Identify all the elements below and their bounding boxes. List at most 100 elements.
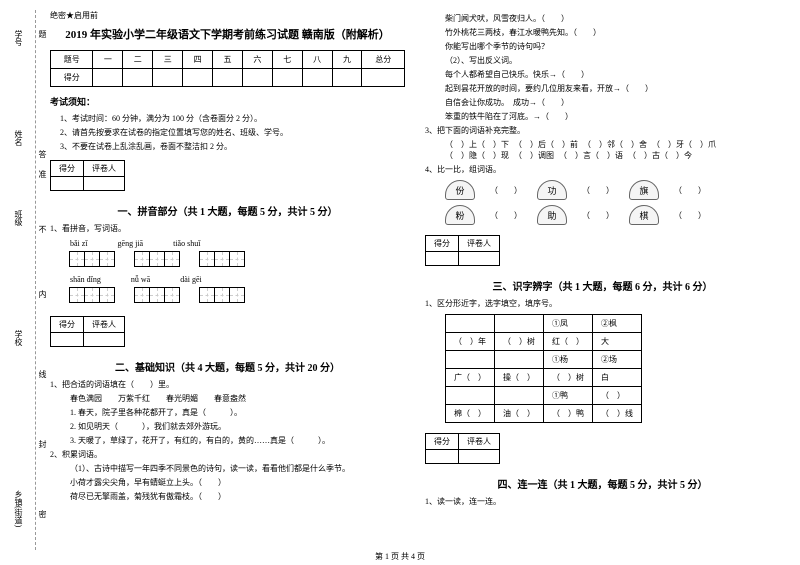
secret-mark: 绝密★启用前 <box>50 10 405 21</box>
pinyin: gēng jiā <box>118 239 144 248</box>
cell <box>459 450 500 464</box>
cell <box>332 69 362 87</box>
cell: 油（ ） <box>495 405 544 423</box>
label-class: 班级 <box>13 210 24 226</box>
cell: （ ）年 <box>446 333 495 351</box>
section-2-title: 二、基础知识（共 4 大题，每题 5 分，共计 20 分） <box>50 359 405 374</box>
cell: 白 <box>593 369 642 387</box>
antonym-line: 笨重的铁牛陷在了河底。→（ ） <box>425 111 780 122</box>
page-footer: 第 1 页 共 4 页 <box>0 551 800 562</box>
sub-question: （1）、古诗中描写一年四季不同景色的诗句，读一读，看看他们都是什么季节。 <box>50 463 405 474</box>
fan-shape: 份 <box>445 180 475 200</box>
cell: 得分 <box>51 69 93 87</box>
char-grid <box>135 287 180 303</box>
notice-item: 2、请首先按要求在试卷的指定位置填写您的姓名、班级、学号。 <box>50 127 405 138</box>
cell <box>272 69 302 87</box>
char-grid-row <box>70 251 405 267</box>
section-3-title: 三、识字辨字（共 1 大题，每题 6 分，共计 6 分） <box>425 278 780 293</box>
question: 1、把合适的词语填在（ ）里。 <box>50 379 405 390</box>
section-1-title: 一、拼音部分（共 1 大题，每题 5 分，共计 5 分） <box>50 203 405 218</box>
fill-item: （ ）言（ ）语 <box>559 150 623 161</box>
antonym-line: 自信会让你成功。 成功→（ ） <box>425 97 780 108</box>
fan-shape: 棋 <box>629 205 659 225</box>
fill-item: （ ）上（ ）下 <box>445 139 509 150</box>
cell: ②场 <box>593 351 642 369</box>
cell <box>426 252 459 266</box>
cell: 五 <box>213 51 243 69</box>
score-table: 题号 一 二 三 四 五 六 七 八 九 总分 得分 <box>50 50 405 87</box>
cell <box>84 177 125 191</box>
notice-item: 1、考试时间：60 分钟，满分为 100 分（含卷面分 2 分）。 <box>50 113 405 124</box>
cell: 七 <box>272 51 302 69</box>
label-student-id: 学号 <box>13 30 24 46</box>
cell: 广（ ） <box>446 369 495 387</box>
fill-item: （ ）古（ ）今 <box>628 150 692 161</box>
paren: （ ） <box>582 210 614 221</box>
dashed-line <box>35 10 36 550</box>
label-name: 姓名 <box>13 130 24 146</box>
cell <box>213 69 243 87</box>
antonym-line: 每个人都希望自己快乐。快乐→（ ） <box>425 69 780 80</box>
char-grid <box>200 287 245 303</box>
table-row: 题号 一 二 三 四 五 六 七 八 九 总分 <box>51 51 405 69</box>
fan-shape: 粉 <box>445 205 475 225</box>
paren: （ ） <box>674 210 706 221</box>
cell <box>84 333 125 347</box>
cell: 大 <box>593 333 642 351</box>
sub-item: 1. 春天，院子里各种花都开了，真是（ ）。 <box>50 407 405 418</box>
sub-question: （2）、写出反义词。 <box>425 55 780 66</box>
sub-item: 2. 如见明天（ ），我们就去郊外游玩。 <box>50 421 405 432</box>
cell: 二 <box>123 51 153 69</box>
score-box: 得分评卷人 <box>425 235 500 266</box>
cell: 八 <box>302 51 332 69</box>
mark-zhun: 准 <box>37 170 48 178</box>
cell <box>495 387 544 405</box>
question: 2、积累词语。 <box>50 449 405 460</box>
paren: （ ） <box>490 210 522 221</box>
fill-row: （ ）上（ ）下 （ ）后（ ）前 （ ）邻（ ）舍 （ ）牙（ ）爪 <box>445 139 780 150</box>
cell <box>123 69 153 87</box>
table-row: （ ）年（ ）树红（ ）大 <box>446 333 642 351</box>
char-grid <box>200 251 245 267</box>
char-grid <box>70 251 115 267</box>
pinyin-row: shān dǐng nǚ wā dài gēi <box>70 275 405 284</box>
paren: （ ） <box>490 185 522 196</box>
cell <box>362 69 405 87</box>
cell: 一 <box>93 51 123 69</box>
char-grid <box>70 287 115 303</box>
cell: （ ） <box>593 387 642 405</box>
cell: 得分 <box>426 434 459 450</box>
cell: （ ）树 <box>544 369 593 387</box>
poem-line: 荷尽已无擎雨盖，菊残犹有傲霜枝。（ ） <box>50 491 405 502</box>
fan-row: 份（ ） 功（ ） 旗（ ） <box>425 180 780 200</box>
question: 4、比一比，组词语。 <box>425 164 780 175</box>
cell <box>302 69 332 87</box>
cell <box>93 69 123 87</box>
fan-shape: 助 <box>537 205 567 225</box>
fan-row: 粉 （ ） 助 （ ） 棋 （ ） <box>425 205 780 225</box>
cell: （ ）鸭 <box>544 405 593 423</box>
cell <box>51 177 84 191</box>
cell: （ ）树 <box>495 333 544 351</box>
notice-heading: 考试须知： <box>50 95 405 108</box>
cell <box>153 69 183 87</box>
left-column: 绝密★启用前 2019 年实验小学二年级语文下学期考前练习试题 赣南版（附解析）… <box>50 10 405 510</box>
cell: 总分 <box>362 51 405 69</box>
page-content: 绝密★启用前 2019 年实验小学二年级语文下学期考前练习试题 赣南版（附解析）… <box>0 0 800 515</box>
fill-item: （ ）邻（ ）舍 <box>583 139 647 150</box>
binding-sidebar: 学号 姓名 班级 学校 乡镇(街道) 题 答 准 不 内 线 封 密 <box>5 10 45 550</box>
cell: ②枫 <box>593 315 642 333</box>
cell <box>242 69 272 87</box>
label-school: 学校 <box>13 330 24 346</box>
cell <box>426 450 459 464</box>
cell: ①鸭 <box>544 387 593 405</box>
table-row: 棉（ ）油（ ）（ ）鸭（ ）线 <box>446 405 642 423</box>
cell <box>446 315 495 333</box>
score-box: 得分评卷人 <box>425 433 500 464</box>
cell: 得分 <box>51 317 84 333</box>
cell <box>495 351 544 369</box>
char-compare-table: ①凤②枫 （ ）年（ ）树红（ ）大 ①杨②场 广（ ）操（ ）（ ）树白 ①鸭… <box>445 314 642 423</box>
table-row: 广（ ）操（ ）（ ）树白 <box>446 369 642 387</box>
right-column: 柴门闻犬吠，风雪夜归人。（ ） 竹外桃花三两枝，春江水暖鸭先知。（ ） 你能写出… <box>425 10 780 510</box>
score-box: 得分评卷人 <box>50 160 125 191</box>
